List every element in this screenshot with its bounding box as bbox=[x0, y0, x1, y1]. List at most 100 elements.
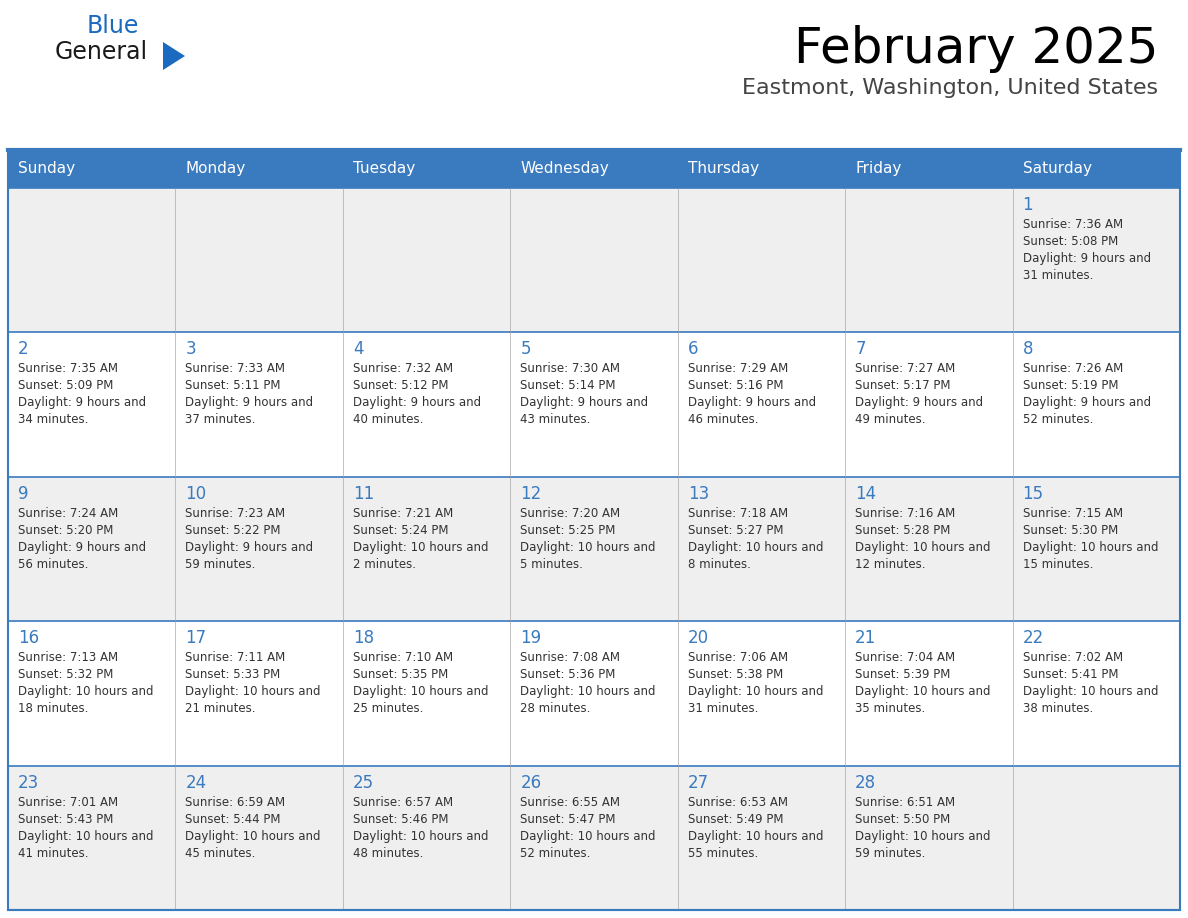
Bar bbox=[511, 766, 677, 910]
Text: Sunrise: 7:13 AM: Sunrise: 7:13 AM bbox=[18, 651, 118, 665]
Bar bbox=[677, 188, 845, 332]
Text: Sunrise: 7:29 AM: Sunrise: 7:29 AM bbox=[688, 363, 788, 375]
Text: 59 minutes.: 59 minutes. bbox=[855, 846, 925, 859]
Text: 21: 21 bbox=[855, 629, 877, 647]
Bar bbox=[677, 476, 845, 621]
Text: Sunrise: 7:30 AM: Sunrise: 7:30 AM bbox=[520, 363, 620, 375]
Text: 3: 3 bbox=[185, 341, 196, 358]
Text: Sunset: 5:08 PM: Sunset: 5:08 PM bbox=[1023, 235, 1118, 248]
Text: Saturday: Saturday bbox=[1023, 162, 1092, 176]
Text: 20: 20 bbox=[688, 629, 709, 647]
Text: Sunrise: 7:06 AM: Sunrise: 7:06 AM bbox=[688, 651, 788, 665]
Text: Sunset: 5:46 PM: Sunset: 5:46 PM bbox=[353, 812, 448, 825]
Bar bbox=[511, 621, 677, 766]
Text: 52 minutes.: 52 minutes. bbox=[1023, 413, 1093, 426]
Text: Daylight: 9 hours and: Daylight: 9 hours and bbox=[185, 541, 314, 554]
Text: 18: 18 bbox=[353, 629, 374, 647]
Text: Daylight: 10 hours and: Daylight: 10 hours and bbox=[855, 685, 991, 699]
Text: Daylight: 9 hours and: Daylight: 9 hours and bbox=[18, 541, 146, 554]
Text: 2 minutes.: 2 minutes. bbox=[353, 558, 416, 571]
Text: Sunset: 5:32 PM: Sunset: 5:32 PM bbox=[18, 668, 113, 681]
Text: February 2025: February 2025 bbox=[794, 25, 1158, 73]
Text: Daylight: 10 hours and: Daylight: 10 hours and bbox=[185, 685, 321, 699]
Text: 6: 6 bbox=[688, 341, 699, 358]
Text: Sunrise: 7:11 AM: Sunrise: 7:11 AM bbox=[185, 651, 285, 665]
Text: 11: 11 bbox=[353, 485, 374, 503]
Text: Sunrise: 6:53 AM: Sunrise: 6:53 AM bbox=[688, 796, 788, 809]
Text: 26: 26 bbox=[520, 774, 542, 791]
Text: 4: 4 bbox=[353, 341, 364, 358]
Text: 10: 10 bbox=[185, 485, 207, 503]
Text: Sunset: 5:28 PM: Sunset: 5:28 PM bbox=[855, 524, 950, 537]
Text: Sunset: 5:41 PM: Sunset: 5:41 PM bbox=[1023, 668, 1118, 681]
Text: Sunday: Sunday bbox=[18, 162, 75, 176]
Text: Daylight: 10 hours and: Daylight: 10 hours and bbox=[520, 830, 656, 843]
Bar bbox=[511, 332, 677, 476]
Text: Sunrise: 7:08 AM: Sunrise: 7:08 AM bbox=[520, 651, 620, 665]
Bar bbox=[343, 332, 511, 476]
Text: Sunset: 5:09 PM: Sunset: 5:09 PM bbox=[18, 379, 113, 392]
Text: Sunset: 5:44 PM: Sunset: 5:44 PM bbox=[185, 812, 280, 825]
Bar bbox=[8, 188, 176, 332]
Text: 49 minutes.: 49 minutes. bbox=[855, 413, 925, 426]
Text: 8: 8 bbox=[1023, 341, 1034, 358]
Bar bbox=[1012, 766, 1180, 910]
Bar bbox=[8, 621, 176, 766]
Text: Sunrise: 7:10 AM: Sunrise: 7:10 AM bbox=[353, 651, 453, 665]
Text: Daylight: 9 hours and: Daylight: 9 hours and bbox=[1023, 252, 1151, 265]
Text: 48 minutes.: 48 minutes. bbox=[353, 846, 423, 859]
Text: Blue: Blue bbox=[87, 14, 139, 38]
Text: Sunset: 5:50 PM: Sunset: 5:50 PM bbox=[855, 812, 950, 825]
Bar bbox=[845, 766, 1012, 910]
Bar bbox=[677, 332, 845, 476]
Text: Thursday: Thursday bbox=[688, 162, 759, 176]
Text: 31 minutes.: 31 minutes. bbox=[688, 702, 758, 715]
Text: Sunset: 5:11 PM: Sunset: 5:11 PM bbox=[185, 379, 280, 392]
Bar bbox=[1012, 188, 1180, 332]
Text: 52 minutes.: 52 minutes. bbox=[520, 846, 590, 859]
Bar bbox=[1012, 476, 1180, 621]
Text: Tuesday: Tuesday bbox=[353, 162, 415, 176]
Text: 27: 27 bbox=[688, 774, 709, 791]
Text: Sunrise: 7:26 AM: Sunrise: 7:26 AM bbox=[1023, 363, 1123, 375]
Text: Sunset: 5:22 PM: Sunset: 5:22 PM bbox=[185, 524, 280, 537]
Text: 22: 22 bbox=[1023, 629, 1044, 647]
Text: Daylight: 10 hours and: Daylight: 10 hours and bbox=[855, 830, 991, 843]
Text: General: General bbox=[55, 40, 148, 64]
Text: Sunset: 5:20 PM: Sunset: 5:20 PM bbox=[18, 524, 113, 537]
Bar bbox=[8, 476, 176, 621]
Bar bbox=[343, 476, 511, 621]
Text: 16: 16 bbox=[18, 629, 39, 647]
Bar bbox=[176, 332, 343, 476]
Text: 18 minutes.: 18 minutes. bbox=[18, 702, 88, 715]
Bar bbox=[176, 621, 343, 766]
Text: 14: 14 bbox=[855, 485, 877, 503]
Text: 28: 28 bbox=[855, 774, 877, 791]
Bar bbox=[8, 150, 1180, 910]
Text: Sunrise: 7:32 AM: Sunrise: 7:32 AM bbox=[353, 363, 453, 375]
Bar bbox=[176, 476, 343, 621]
Bar bbox=[511, 476, 677, 621]
Text: Sunrise: 7:23 AM: Sunrise: 7:23 AM bbox=[185, 507, 285, 520]
Text: Sunset: 5:36 PM: Sunset: 5:36 PM bbox=[520, 668, 615, 681]
Text: Daylight: 10 hours and: Daylight: 10 hours and bbox=[855, 541, 991, 554]
Bar bbox=[845, 188, 1012, 332]
Text: Daylight: 10 hours and: Daylight: 10 hours and bbox=[185, 830, 321, 843]
Text: Sunrise: 7:15 AM: Sunrise: 7:15 AM bbox=[1023, 507, 1123, 520]
Text: 28 minutes.: 28 minutes. bbox=[520, 702, 590, 715]
Bar bbox=[176, 766, 343, 910]
Text: Sunset: 5:43 PM: Sunset: 5:43 PM bbox=[18, 812, 113, 825]
Text: Sunset: 5:17 PM: Sunset: 5:17 PM bbox=[855, 379, 950, 392]
Bar bbox=[845, 476, 1012, 621]
Bar bbox=[8, 766, 176, 910]
Text: 19: 19 bbox=[520, 629, 542, 647]
Text: Sunset: 5:27 PM: Sunset: 5:27 PM bbox=[688, 524, 783, 537]
Bar bbox=[1012, 621, 1180, 766]
Text: 43 minutes.: 43 minutes. bbox=[520, 413, 590, 426]
Bar bbox=[511, 188, 677, 332]
Text: Daylight: 9 hours and: Daylight: 9 hours and bbox=[520, 397, 649, 409]
Bar bbox=[845, 621, 1012, 766]
Text: Daylight: 9 hours and: Daylight: 9 hours and bbox=[18, 397, 146, 409]
Text: Sunrise: 7:35 AM: Sunrise: 7:35 AM bbox=[18, 363, 118, 375]
Text: 46 minutes.: 46 minutes. bbox=[688, 413, 758, 426]
